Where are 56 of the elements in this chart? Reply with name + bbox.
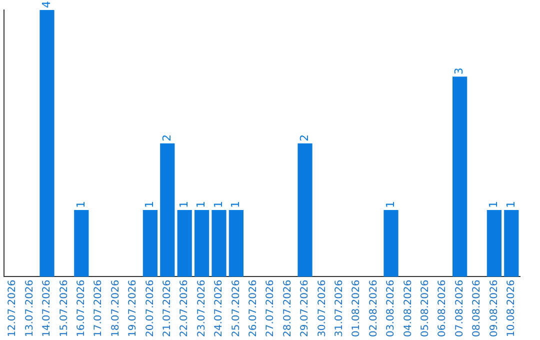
data-label: 1 — [143, 201, 156, 208]
x-tick-label: 06.08.2026 — [437, 280, 448, 338]
x-tick-label: 04.08.2026 — [402, 280, 414, 338]
bar — [177, 210, 192, 277]
x-tick-label: 13.07.2026 — [24, 280, 36, 338]
x-tick-label: 26.07.2026 — [248, 280, 259, 338]
x-tick-label: 02.08.2026 — [368, 280, 380, 338]
bar — [194, 210, 210, 277]
data-label: 1 — [74, 201, 88, 208]
x-tick-label: 17.07.2026 — [93, 280, 104, 338]
data-label: 2 — [160, 134, 174, 142]
bar — [142, 210, 158, 277]
x-tick-label: 03.08.2026 — [386, 280, 397, 338]
x-tick-label: 09.08.2026 — [488, 280, 500, 338]
data-label: 2 — [298, 134, 311, 142]
x-tick-label: 31.07.2026 — [334, 280, 345, 338]
bar — [160, 143, 175, 277]
x-tick-label: 28.07.2026 — [282, 280, 294, 338]
bar — [40, 10, 54, 277]
x-tick-label: 15.07.2026 — [58, 280, 70, 338]
bar — [74, 210, 89, 277]
x-tick-label: 29.07.2026 — [300, 280, 311, 338]
bar — [452, 76, 468, 277]
x-tick-label: 18.07.2026 — [110, 280, 122, 338]
x-tick-label: 05.08.2026 — [420, 280, 431, 338]
x-tick-label: 07.08.2026 — [454, 280, 466, 338]
x-tick-label: 20.07.2026 — [144, 280, 156, 338]
data-label: 1 — [229, 201, 242, 208]
x-tick-label: 08.08.2026 — [472, 280, 483, 338]
bar — [212, 210, 226, 277]
bar — [384, 210, 398, 277]
data-label: 1 — [212, 201, 225, 208]
bar — [504, 210, 519, 277]
x-tick-label: 24.07.2026 — [214, 280, 225, 338]
x-tick-label: 19.07.2026 — [128, 280, 139, 338]
x-tick-label: 27.07.2026 — [265, 280, 276, 338]
x-tick-label: 12.07.2026 — [7, 280, 18, 338]
x-tick-label: 14.07.2026 — [42, 280, 53, 338]
x-tick-label: 30.07.2026 — [316, 280, 328, 338]
x-tick-label: 21.07.2026 — [162, 280, 173, 338]
data-label: 1 — [194, 201, 208, 208]
bar — [486, 210, 502, 277]
bar — [228, 210, 244, 277]
data-label: 1 — [177, 201, 190, 208]
data-label: 1 — [487, 201, 500, 208]
data-label: 1 — [384, 201, 397, 208]
data-label: 3 — [452, 68, 466, 75]
x-tick-label: 25.07.2026 — [230, 280, 242, 338]
data-label: 1 — [504, 201, 518, 208]
x-tick-label: 16.07.2026 — [76, 280, 87, 338]
x-tick-label: 01.08.2026 — [351, 280, 362, 338]
bar — [298, 143, 312, 277]
x-tick-label: 23.07.2026 — [196, 280, 208, 338]
x-tick-label: 10.08.2026 — [506, 280, 517, 338]
data-label: 4 — [40, 1, 53, 8]
x-tick-label: 22.07.2026 — [179, 280, 190, 338]
